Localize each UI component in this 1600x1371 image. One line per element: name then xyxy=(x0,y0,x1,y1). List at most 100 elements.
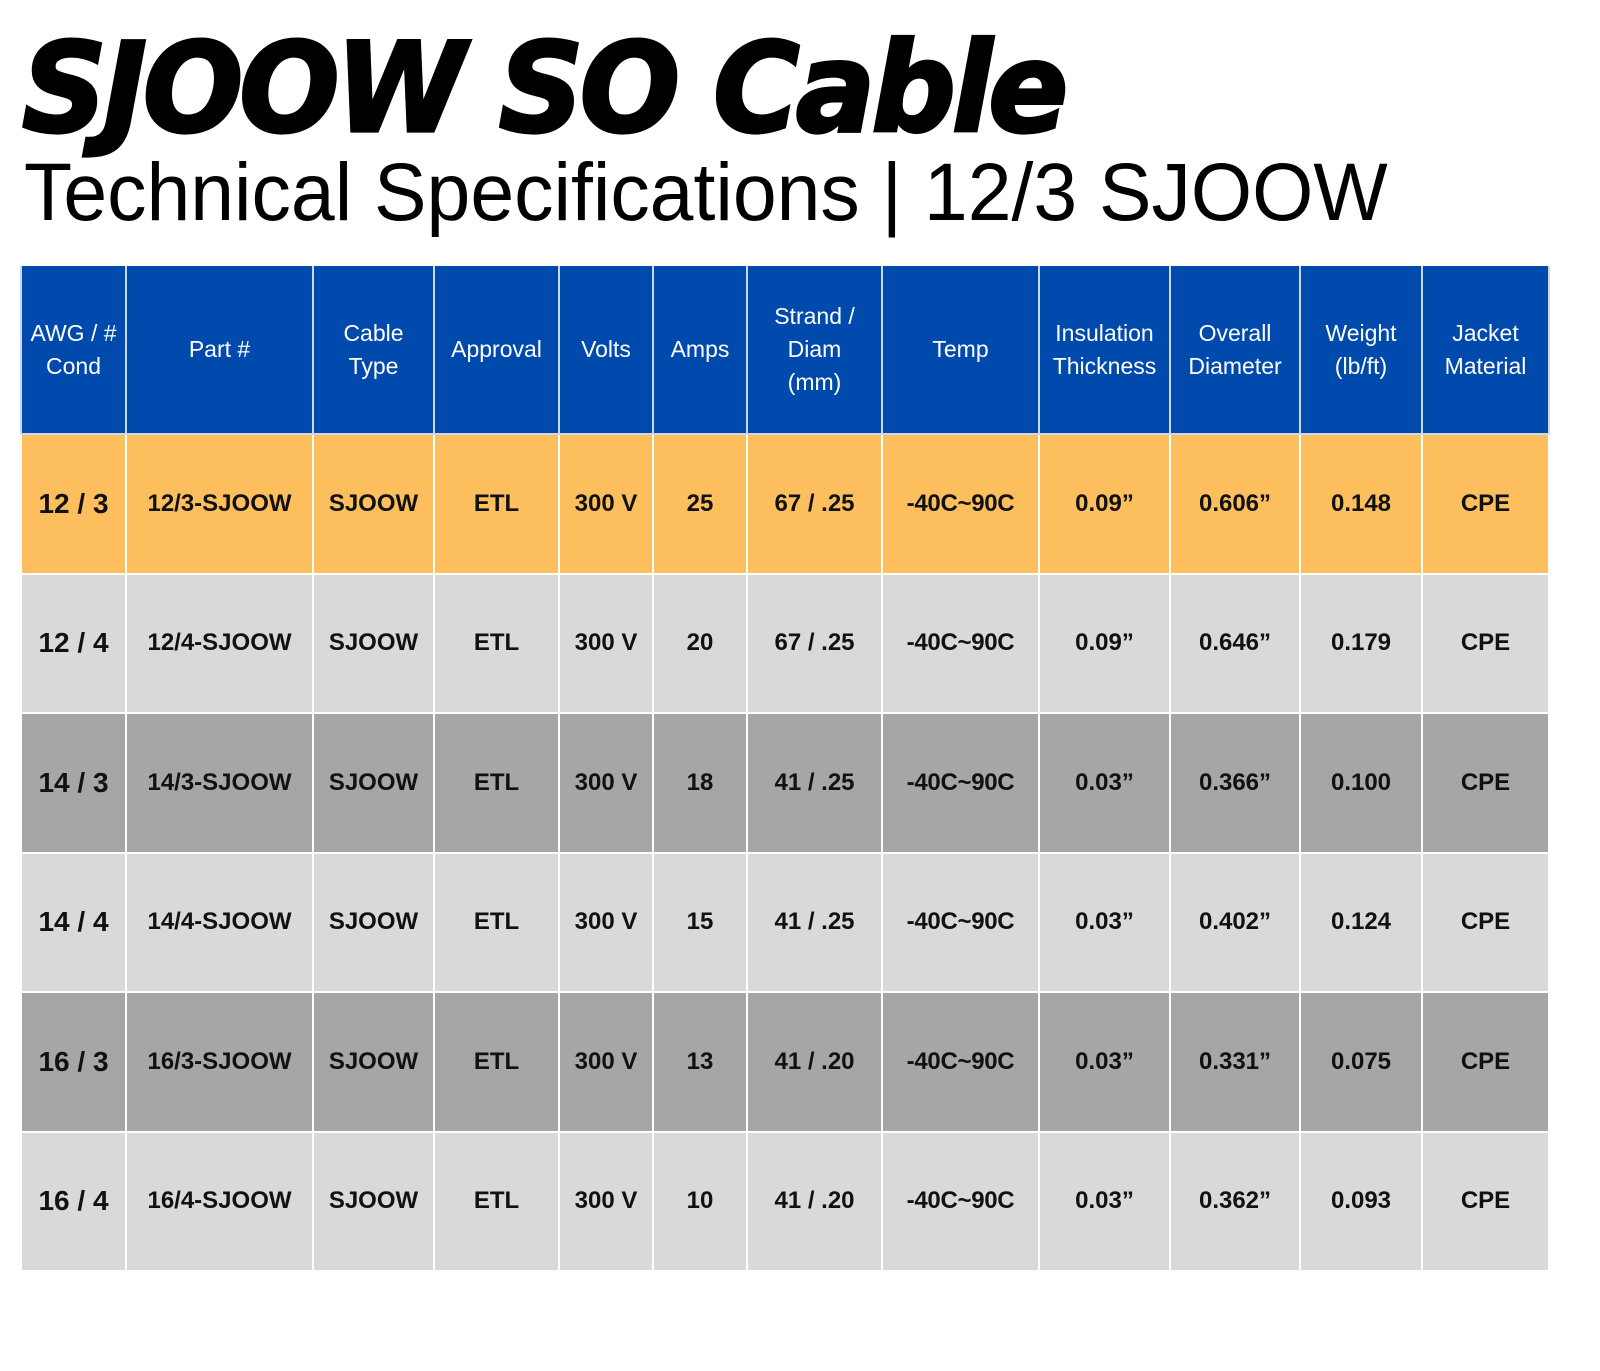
table-row: 16 / 3 16/3-SJOOW SJOOW ETL 300 V 13 41 … xyxy=(20,991,1550,1133)
cell-jacket: CPE xyxy=(1421,991,1550,1133)
cell-strand: 41 / .20 xyxy=(746,991,883,1133)
col-header-line: Thickness xyxy=(1052,352,1157,379)
cell-part: 16/4-SJOOW xyxy=(125,1130,314,1272)
cell-weight: 0.075 xyxy=(1299,991,1423,1133)
cell-awg: 16 / 3 xyxy=(20,991,127,1133)
col-header-line: Material xyxy=(1444,352,1527,379)
col-header-line: Part # xyxy=(188,336,251,362)
cell-volts: 300 V xyxy=(558,991,654,1133)
cell-diameter: 0.402” xyxy=(1169,851,1301,993)
col-header-part: Part # xyxy=(125,266,314,435)
cell-insulation: 0.03” xyxy=(1038,851,1171,993)
cell-diameter: 0.606” xyxy=(1169,433,1301,575)
cell-amps: 20 xyxy=(652,572,748,714)
table-row: 12 / 4 12/4-SJOOW SJOOW ETL 300 V 20 67 … xyxy=(20,572,1550,714)
col-header-line: (lb/ft) xyxy=(1334,352,1388,379)
cell-strand: 41 / .25 xyxy=(746,851,883,993)
cell-awg: 14 / 3 xyxy=(20,712,127,854)
col-header-line: Approval xyxy=(451,336,542,362)
cell-approval: ETL xyxy=(433,991,560,1133)
col-header-cable-type: Cable Type xyxy=(312,266,435,435)
col-header-line: Overall xyxy=(1198,319,1272,346)
cell-awg: 14 / 4 xyxy=(20,851,127,993)
col-header-line: Diameter xyxy=(1188,352,1282,379)
col-header-strand: Strand / Diam (mm) xyxy=(746,266,883,435)
cell-temp: -40C~90C xyxy=(881,572,1040,714)
col-header-line: Jacket xyxy=(1452,319,1519,346)
cell-weight: 0.100 xyxy=(1299,712,1423,854)
col-header-line: Amps xyxy=(670,336,730,362)
cell-strand: 41 / .20 xyxy=(746,1130,883,1272)
col-header-awg: AWG / # Cond xyxy=(20,266,127,435)
cell-insulation: 0.03” xyxy=(1038,991,1171,1133)
cell-part: 12/4-SJOOW xyxy=(125,572,314,714)
cell-temp: -40C~90C xyxy=(881,433,1040,575)
cell-amps: 18 xyxy=(652,712,748,854)
cell-diameter: 0.646” xyxy=(1169,572,1301,714)
col-header-volts: Volts xyxy=(558,266,654,435)
col-header-line: Strand / xyxy=(774,303,855,329)
cell-awg: 12 / 3 xyxy=(20,433,127,575)
cell-amps: 13 xyxy=(652,991,748,1133)
cell-awg: 16 / 4 xyxy=(20,1130,127,1272)
cell-strand: 67 / .25 xyxy=(746,572,883,714)
cell-approval: ETL xyxy=(433,1130,560,1272)
col-header-insulation: Insulation Thickness xyxy=(1038,266,1171,435)
cell-type: SJOOW xyxy=(312,991,435,1133)
col-header-line: Cond xyxy=(46,352,101,379)
cell-weight: 0.148 xyxy=(1299,433,1423,575)
table-row: 14 / 3 14/3-SJOOW SJOOW ETL 300 V 18 41 … xyxy=(20,712,1550,854)
cell-volts: 300 V xyxy=(558,433,654,575)
cell-temp: -40C~90C xyxy=(881,991,1040,1133)
cell-volts: 300 V xyxy=(558,1130,654,1272)
cell-weight: 0.093 xyxy=(1299,1130,1423,1272)
cell-weight: 0.124 xyxy=(1299,851,1423,993)
page-title: SJOOW SO Cable xyxy=(20,15,1069,161)
cell-approval: ETL xyxy=(433,572,560,714)
col-header-amps: Amps xyxy=(652,266,748,435)
table-header: AWG / # Cond Part # Cable Type Approval Vo… xyxy=(20,266,1550,435)
cell-type: SJOOW xyxy=(312,851,435,993)
cell-approval: ETL xyxy=(433,851,560,993)
cell-jacket: CPE xyxy=(1421,572,1550,714)
cell-amps: 10 xyxy=(652,1130,748,1272)
cell-approval: ETL xyxy=(433,712,560,854)
cell-amps: 25 xyxy=(652,433,748,575)
col-header-line: AWG / # xyxy=(30,319,117,346)
col-header-line: Weight xyxy=(1325,319,1397,346)
cell-amps: 15 xyxy=(652,851,748,993)
table-row: 12 / 3 12/3-SJOOW SJOOW ETL 300 V 25 67 … xyxy=(20,433,1550,575)
col-header-line: (mm) xyxy=(787,369,842,395)
col-header-line: Volts xyxy=(581,336,631,362)
cell-approval: ETL xyxy=(433,433,560,575)
table-body: 12 / 3 12/3-SJOOW SJOOW ETL 300 V 25 67 … xyxy=(20,433,1550,1272)
col-header-weight: Weight (lb/ft) xyxy=(1299,266,1423,435)
col-header-temp: Temp xyxy=(881,266,1040,435)
cell-diameter: 0.331” xyxy=(1169,991,1301,1133)
cell-awg: 12 / 4 xyxy=(20,572,127,714)
header-row: AWG / # Cond Part # Cable Type Approval Vo… xyxy=(20,266,1550,435)
cell-jacket: CPE xyxy=(1421,851,1550,993)
cell-temp: -40C~90C xyxy=(881,851,1040,993)
spec-table: AWG / # Cond Part # Cable Type Approval Vo… xyxy=(20,266,1550,1272)
cell-part: 12/3-SJOOW xyxy=(125,433,314,575)
cell-strand: 41 / .25 xyxy=(746,712,883,854)
cell-volts: 300 V xyxy=(558,851,654,993)
cell-jacket: CPE xyxy=(1421,433,1550,575)
page-subtitle: Technical Specifications | 12/3 SJOOW xyxy=(24,147,1388,238)
cell-part: 14/4-SJOOW xyxy=(125,851,314,993)
cell-volts: 300 V xyxy=(558,572,654,714)
cell-insulation: 0.03” xyxy=(1038,1130,1171,1272)
col-header-approval: Approval xyxy=(433,266,560,435)
cell-diameter: 0.362” xyxy=(1169,1130,1301,1272)
cell-part: 14/3-SJOOW xyxy=(125,712,314,854)
col-header-line: Temp xyxy=(932,336,989,362)
cell-temp: -40C~90C xyxy=(881,712,1040,854)
cell-volts: 300 V xyxy=(558,712,654,854)
cell-strand: 67 / .25 xyxy=(746,433,883,575)
col-header-line: Type xyxy=(348,352,399,379)
table-row: 16 / 4 16/4-SJOOW SJOOW ETL 300 V 10 41 … xyxy=(20,1130,1550,1272)
cell-temp: -40C~90C xyxy=(881,1130,1040,1272)
cell-insulation: 0.09” xyxy=(1038,433,1171,575)
table-row: 14 / 4 14/4-SJOOW SJOOW ETL 300 V 15 41 … xyxy=(20,851,1550,993)
